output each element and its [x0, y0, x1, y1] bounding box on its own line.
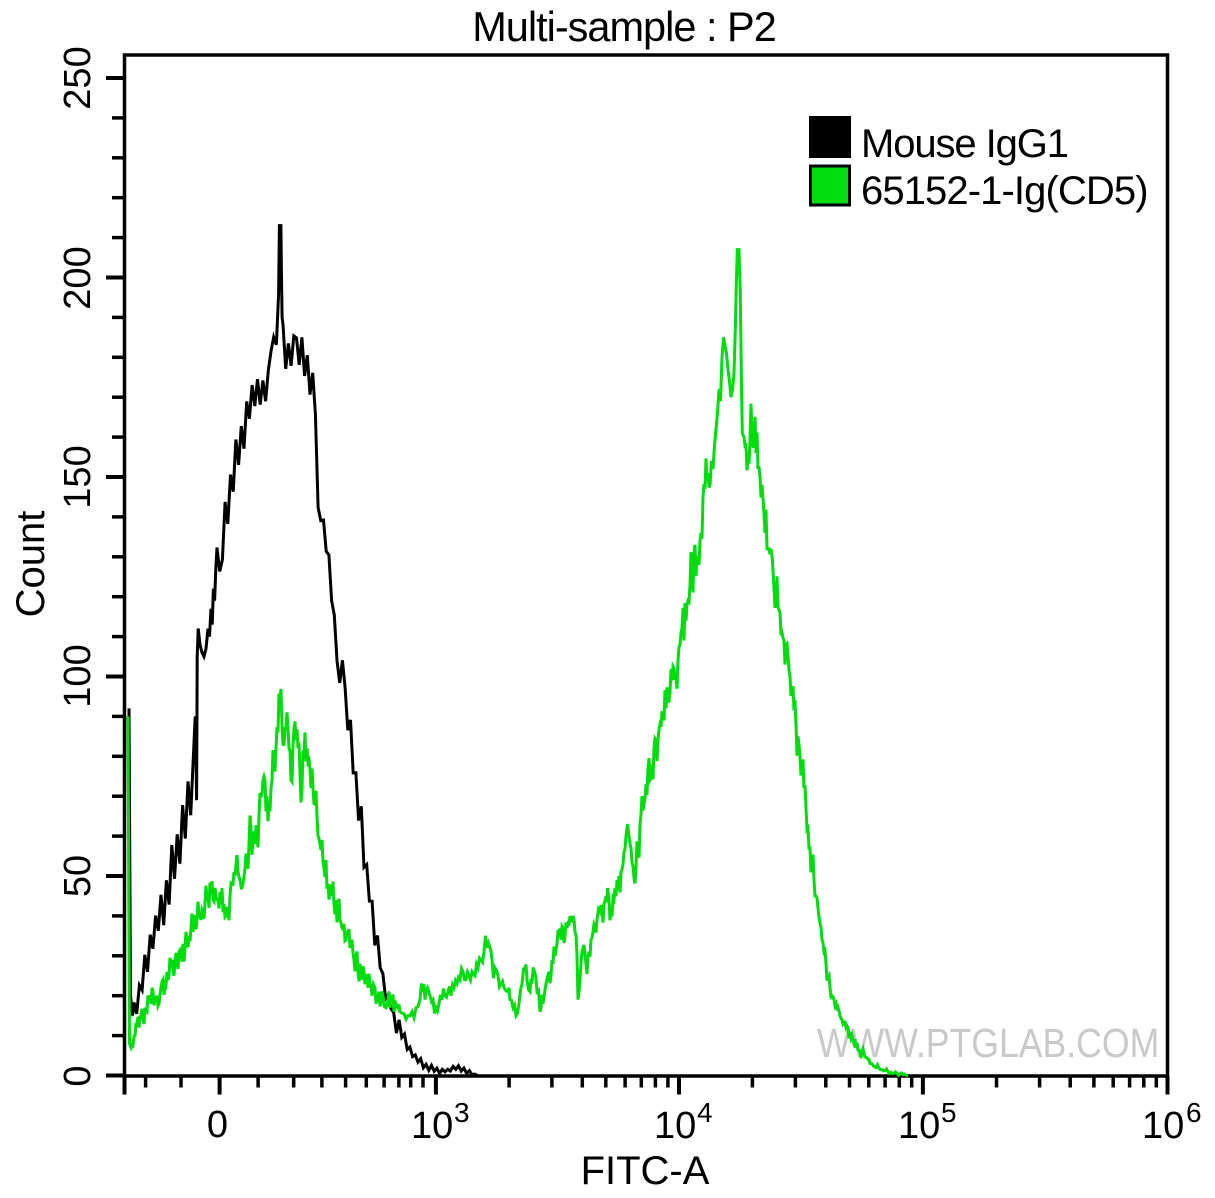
svg-text:4: 4 [697, 1097, 713, 1128]
svg-text:0: 0 [207, 1104, 228, 1146]
svg-text:FITC-A: FITC-A [581, 1149, 710, 1193]
svg-text:Mouse IgG1: Mouse IgG1 [861, 122, 1068, 166]
svg-text:10: 10 [654, 1105, 696, 1147]
svg-text:3: 3 [454, 1097, 470, 1128]
svg-text:250: 250 [57, 46, 99, 109]
svg-text:100: 100 [57, 644, 99, 707]
svg-text:50: 50 [57, 855, 99, 897]
svg-text:150: 150 [57, 445, 99, 508]
svg-text:WWW.PTGLAB.COM: WWW.PTGLAB.COM [819, 1023, 1161, 1069]
svg-text:200: 200 [57, 246, 99, 309]
svg-text:65152-1-Ig(CD5): 65152-1-Ig(CD5) [861, 169, 1148, 213]
svg-text:Multi-sample : P2: Multi-sample : P2 [472, 3, 776, 50]
svg-text:10: 10 [411, 1105, 453, 1147]
svg-text:5: 5 [941, 1097, 957, 1128]
svg-text:10: 10 [1142, 1105, 1184, 1147]
svg-text:6: 6 [1186, 1097, 1202, 1128]
svg-text:Count: Count [9, 511, 53, 618]
svg-text:WWW.PTGLAB.COM: WWW.PTGLAB.COM [817, 1021, 1159, 1067]
svg-text:0: 0 [57, 1065, 99, 1086]
svg-text:10: 10 [898, 1105, 940, 1147]
